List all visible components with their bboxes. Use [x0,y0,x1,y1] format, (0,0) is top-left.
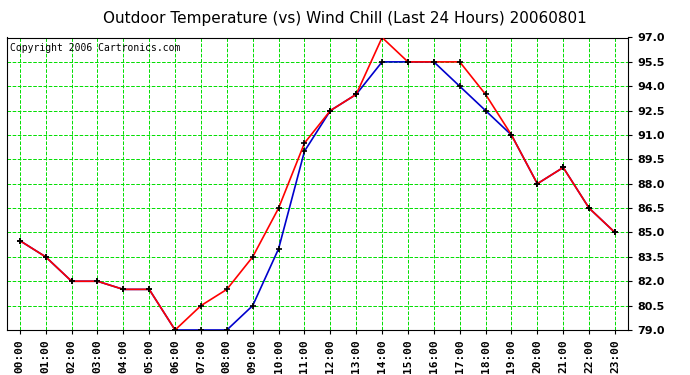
Text: Outdoor Temperature (vs) Wind Chill (Last 24 Hours) 20060801: Outdoor Temperature (vs) Wind Chill (Las… [103,11,587,26]
Text: Copyright 2006 Cartronics.com: Copyright 2006 Cartronics.com [10,44,180,53]
